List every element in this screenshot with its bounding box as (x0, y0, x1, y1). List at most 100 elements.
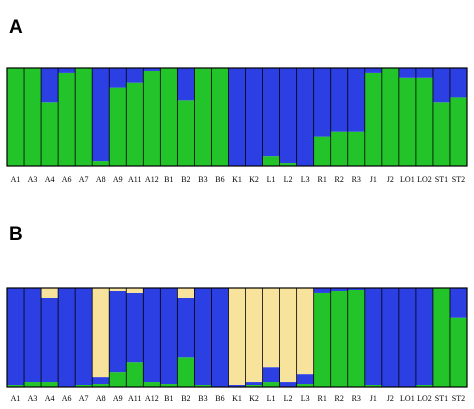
bar-segment (177, 297, 195, 358)
x-tick-label: A9 (113, 394, 123, 403)
bar-segment (109, 87, 127, 166)
bar-segment (415, 385, 433, 387)
bar-segment (24, 382, 42, 387)
bar-segment (126, 362, 144, 387)
x-tick-label: ST1 (435, 175, 448, 184)
bar-segment (262, 288, 280, 368)
x-tick-label: B1 (164, 175, 173, 184)
x-tick-label: B1 (164, 394, 173, 403)
bar-segment (126, 292, 144, 363)
bar-segment (296, 288, 314, 375)
x-tick-label: J1 (370, 394, 377, 403)
x-tick-label: B2 (181, 175, 190, 184)
plot-frame (6, 287, 468, 388)
bar-segment (228, 288, 246, 386)
x-tick-label: A3 (28, 394, 38, 403)
x-tick-label: LO2 (417, 175, 432, 184)
x-tick-label: B3 (198, 394, 207, 403)
x-tick-label: A11 (128, 394, 141, 403)
bar-segment (449, 317, 467, 387)
bar-segment (415, 68, 433, 78)
x-tick-label: A12 (145, 175, 159, 184)
bar-segment (347, 131, 365, 166)
bar-segment (92, 377, 110, 385)
x-tick-label: A6 (62, 394, 72, 403)
bar-segment (177, 288, 195, 298)
bar-segment (92, 288, 110, 378)
bar-segment (41, 68, 59, 103)
bar-segment (211, 288, 229, 387)
bar-segment (347, 68, 365, 132)
bar-segment (279, 382, 297, 387)
bar-segment (177, 357, 195, 387)
bar-segment (398, 288, 416, 387)
bar-segment (347, 289, 365, 387)
bar-segment (262, 382, 280, 387)
x-tick-label: A11 (128, 175, 141, 184)
x-tick-label: B6 (215, 394, 224, 403)
bar-segment (330, 68, 348, 132)
bar-segment (296, 384, 314, 387)
bar-segment (245, 68, 263, 166)
bar-segment (75, 385, 93, 387)
bar-segment (364, 288, 382, 386)
bar-segment (398, 77, 416, 166)
bar-segment (177, 68, 195, 101)
bar-segment (24, 68, 42, 166)
x-tick-label: L1 (267, 175, 276, 184)
bar-segment (313, 292, 331, 387)
x-tick-label: K1 (232, 394, 242, 403)
bar-segment (432, 68, 450, 103)
x-tick-label: A8 (96, 394, 106, 403)
x-tick-label: J2 (387, 394, 394, 403)
bar-segment (313, 68, 331, 137)
bar-segment (24, 288, 42, 383)
bar-segment (296, 374, 314, 385)
bar-segment (449, 68, 467, 98)
x-tick-label: K2 (249, 394, 259, 403)
bar-segment (75, 288, 93, 386)
x-tick-label: J1 (370, 175, 377, 184)
x-tick-label: ST1 (435, 394, 448, 403)
x-tick-label: ST2 (452, 394, 465, 403)
bar-segment (7, 385, 25, 387)
bar-segment (160, 384, 178, 387)
bar-segment (177, 100, 195, 166)
bar-segment (347, 288, 365, 290)
bar-segment (364, 68, 382, 73)
x-tick-label: ST2 (452, 175, 465, 184)
bar-segment (160, 288, 178, 385)
x-tick-label: R2 (335, 175, 344, 184)
bar-segment (262, 367, 280, 383)
x-tick-label: R3 (352, 175, 361, 184)
bar-segment (194, 68, 212, 166)
x-tick-label: J2 (387, 175, 394, 184)
x-tick-label: A4 (45, 175, 55, 184)
bar-segment (228, 385, 246, 387)
bar-segment (92, 68, 110, 162)
bar-segment (381, 288, 399, 387)
bar-segment (109, 372, 127, 387)
x-tick-label: A9 (113, 175, 123, 184)
bar-segment (41, 288, 59, 298)
x-tick-label: L2 (284, 175, 293, 184)
bar-segment (92, 161, 110, 166)
bar-segment (7, 68, 25, 166)
x-tick-label: A8 (96, 175, 106, 184)
bar-segment (75, 68, 93, 166)
bar-segment (58, 68, 76, 73)
bar-segment (313, 136, 331, 166)
bar-segment (109, 288, 127, 291)
bar-segment (160, 68, 178, 166)
x-tick-label: L2 (284, 394, 293, 403)
bar-segment (364, 385, 382, 387)
bar-segment (415, 77, 433, 166)
bar-segment (58, 72, 76, 166)
bar-segment (279, 163, 297, 166)
x-tick-label: L1 (267, 394, 276, 403)
bar-segment (381, 68, 399, 166)
bar-segment (245, 385, 263, 387)
x-tick-label: A7 (79, 175, 89, 184)
x-tick-label: B2 (181, 394, 190, 403)
